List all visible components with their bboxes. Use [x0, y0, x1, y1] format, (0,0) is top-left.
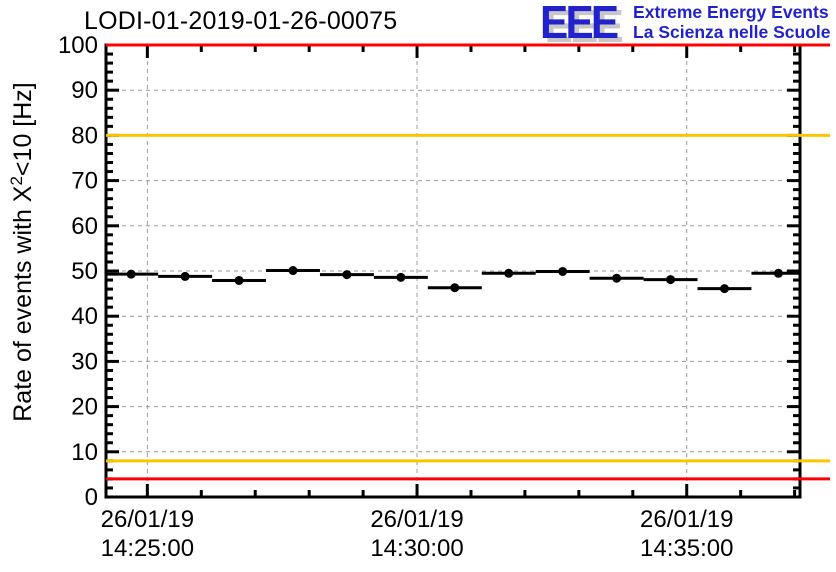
y-tick-label: 50: [71, 258, 98, 285]
x-tick-time-label: 14:30:00: [370, 535, 463, 562]
y-axis-title-post: <10 [Hz]: [9, 82, 37, 177]
data-point-marker: [396, 272, 406, 282]
gridlines: [106, 45, 800, 497]
y-axis-title-pre: Rate of events with X: [9, 185, 37, 422]
y-tick-label: 30: [71, 348, 98, 375]
eee-logo-line1: Extreme Energy Events: [633, 2, 829, 22]
x-tick-time-label: 14:35:00: [640, 535, 733, 562]
y-tick-label: 80: [71, 122, 98, 149]
y-tick-label: 10: [71, 439, 98, 466]
data-point-marker: [558, 266, 568, 276]
x-tick-date-label: 26/01/19: [640, 506, 733, 533]
data-point-marker: [504, 268, 514, 278]
data-point-marker: [288, 266, 298, 276]
data-point-marker: [773, 268, 783, 278]
y-axis-title-sup: 2: [7, 176, 26, 186]
y-tick-label: 70: [71, 168, 98, 195]
eee-logo-text: Extreme Energy Events La Scienza nelle S…: [633, 0, 830, 42]
x-tick-time-label: 14:25:00: [101, 535, 194, 562]
data-point-marker: [612, 273, 622, 283]
data-point-marker: [450, 283, 460, 293]
eee-logo-line2: La Scienza nelle Scuole: [633, 22, 831, 42]
data-point-marker: [342, 270, 352, 280]
eee-logo-acronym: EEE: [540, 0, 619, 48]
data-point-marker: [234, 275, 244, 285]
data-point-marker: [126, 269, 136, 279]
y-tick-label: 60: [71, 213, 98, 240]
chart-title: LODI-01-2019-01-26-00075: [84, 7, 398, 35]
data-point-marker: [180, 271, 190, 281]
data-series-event-rate: [106, 266, 800, 294]
y-axis-title: Rate of events with X2<10 [Hz]: [7, 12, 37, 492]
axis-labels: 010203040506070809010026/01/1914:25:0026…: [58, 32, 733, 562]
data-point-marker: [719, 284, 729, 294]
y-tick-label: 90: [71, 77, 98, 104]
y-tick-label: 40: [71, 303, 98, 330]
x-tick-date-label: 26/01/19: [370, 506, 463, 533]
y-tick-label: 20: [71, 394, 98, 421]
x-tick-date-label: 26/01/19: [101, 506, 194, 533]
data-point-marker: [666, 275, 676, 285]
y-tick-label: 100: [58, 32, 98, 59]
eee-logo: EEE Extreme Energy Events La Scienza nel…: [540, 0, 831, 48]
y-tick-label: 0: [85, 484, 98, 511]
threshold-lines: [106, 43, 830, 481]
